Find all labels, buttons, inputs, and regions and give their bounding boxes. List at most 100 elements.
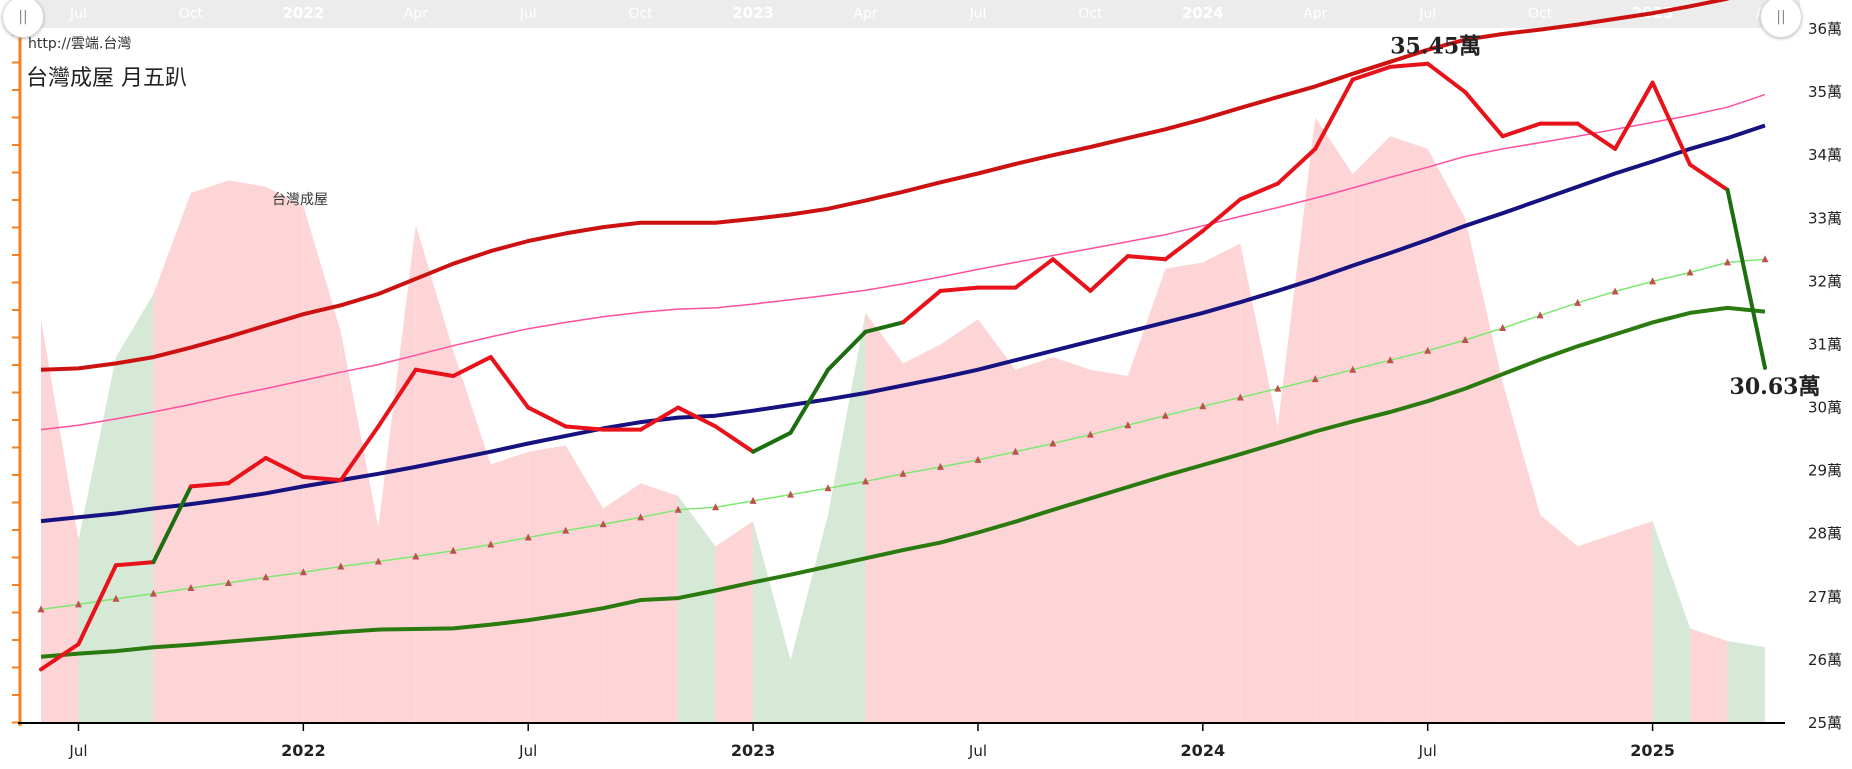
price-line-segment bbox=[1050, 257, 1093, 293]
triangle-marker bbox=[749, 496, 757, 504]
price-line-segment bbox=[1575, 121, 1618, 151]
navigator-tick-label: Jul bbox=[69, 6, 87, 22]
triangle-marker bbox=[787, 490, 795, 498]
area-segment bbox=[1277, 117, 1316, 723]
price-line-segment bbox=[488, 355, 531, 410]
area-segment bbox=[1127, 268, 1166, 723]
navigator-right-handle[interactable]: || bbox=[1760, 0, 1802, 38]
x-tick-label: Jul bbox=[518, 742, 537, 760]
x-tick-label: 2025 bbox=[1630, 741, 1675, 760]
triangle-marker bbox=[637, 513, 645, 521]
x-tick-label: 2022 bbox=[281, 741, 326, 760]
triangle-marker bbox=[1124, 421, 1132, 429]
y-tick-label: 33萬 bbox=[1808, 209, 1842, 227]
price-line-segment bbox=[451, 355, 493, 378]
area-segment bbox=[678, 495, 716, 723]
price-line-segment bbox=[1238, 181, 1280, 202]
peak-value-label: 35.45萬 bbox=[1390, 34, 1481, 60]
area-segment bbox=[303, 205, 341, 723]
y-tick-label: 26萬 bbox=[1808, 651, 1842, 669]
navigator-tick-label: Oct bbox=[179, 6, 204, 22]
triangle-marker bbox=[974, 455, 982, 463]
price-line-segment bbox=[39, 642, 81, 672]
price-line-segment bbox=[263, 456, 306, 479]
area-segment bbox=[565, 445, 604, 723]
triangle-marker bbox=[524, 533, 532, 541]
triangle-marker bbox=[149, 589, 157, 597]
area-segment bbox=[265, 186, 304, 723]
triangle-marker bbox=[1199, 402, 1207, 410]
triangle-marker bbox=[412, 552, 420, 560]
price-line-segment bbox=[1725, 187, 1767, 370]
triangle-marker bbox=[374, 557, 382, 565]
area-segment bbox=[1352, 136, 1391, 724]
lower-band-line bbox=[40, 305, 1766, 659]
y-tick-label: 31萬 bbox=[1808, 335, 1842, 353]
triangle-marker bbox=[862, 477, 870, 485]
navigator-tick-label: Jul bbox=[1418, 6, 1436, 22]
price-line-segment bbox=[413, 367, 456, 378]
y-tick-label: 34萬 bbox=[1808, 146, 1842, 164]
triangle-marker bbox=[1499, 324, 1507, 332]
navigator-tick-label: 2022 bbox=[282, 4, 324, 22]
y-tick-label: 32萬 bbox=[1808, 272, 1842, 290]
triangle-marker bbox=[1049, 439, 1057, 447]
triangle-marker bbox=[1161, 411, 1169, 419]
area-segment bbox=[1615, 521, 1653, 723]
area-segment bbox=[1427, 148, 1466, 723]
x-tick-label: 2024 bbox=[1181, 741, 1226, 760]
triangle-marker bbox=[1686, 268, 1694, 276]
navigator-left-handle[interactable]: || bbox=[2, 0, 44, 38]
area-segment bbox=[977, 319, 1016, 723]
area-segment bbox=[1390, 136, 1428, 724]
triangle-marker bbox=[1611, 287, 1619, 295]
navigator-tick-label: Apr bbox=[1303, 6, 1327, 22]
x-tick-label: Jul bbox=[1418, 742, 1437, 760]
price-line-segment bbox=[676, 405, 718, 429]
area-segment bbox=[1202, 243, 1241, 723]
triangle-marker bbox=[1574, 298, 1582, 306]
area-segment bbox=[1315, 117, 1353, 723]
y-tick-label: 28萬 bbox=[1808, 525, 1842, 543]
area-segment bbox=[453, 350, 491, 723]
price-line-segment bbox=[376, 367, 418, 429]
price-line-segment bbox=[338, 424, 381, 483]
price-line-segment bbox=[1613, 80, 1655, 151]
area-segment bbox=[753, 521, 791, 723]
price-line-segment bbox=[563, 424, 606, 432]
y-tick-label: 25萬 bbox=[1808, 714, 1842, 732]
triangle-marker bbox=[1274, 384, 1282, 392]
triangle-marker bbox=[224, 578, 232, 586]
area-segment bbox=[903, 344, 941, 723]
area-segment bbox=[715, 521, 754, 723]
pink-average-line bbox=[40, 93, 1766, 431]
price-line-segment bbox=[76, 563, 118, 647]
price-line-segment bbox=[1425, 61, 1468, 95]
triangle-marker bbox=[449, 546, 457, 554]
price-line-segment bbox=[301, 474, 343, 483]
area-segment bbox=[828, 312, 866, 723]
triangle-marker bbox=[1649, 277, 1657, 285]
area-label: 台灣成屋 bbox=[272, 192, 328, 208]
triangle-marker bbox=[1761, 255, 1769, 263]
triangle-marker bbox=[187, 583, 195, 591]
price-line-segment bbox=[713, 424, 756, 454]
triangle-marker bbox=[1311, 375, 1319, 383]
area-segment bbox=[1502, 382, 1541, 723]
triangle-marker bbox=[1461, 336, 1469, 344]
triangle-marker bbox=[1536, 311, 1544, 319]
price-line-segment bbox=[901, 288, 943, 325]
area-segment bbox=[640, 483, 679, 723]
navigator-tick-label: Jul bbox=[519, 6, 537, 22]
price-line-segment bbox=[1350, 64, 1393, 82]
price-line-segment bbox=[1125, 254, 1168, 262]
y-tick-label: 29萬 bbox=[1808, 462, 1842, 480]
area-segment bbox=[78, 357, 116, 723]
navigator-tick-label: Apr bbox=[853, 6, 877, 22]
upper-band-line bbox=[40, 0, 1730, 372]
area-segment bbox=[865, 312, 903, 723]
area-segment bbox=[378, 224, 416, 723]
y-tick-label: 27萬 bbox=[1808, 588, 1842, 606]
triangle-marker bbox=[674, 505, 682, 513]
triangle-marker bbox=[37, 605, 45, 613]
